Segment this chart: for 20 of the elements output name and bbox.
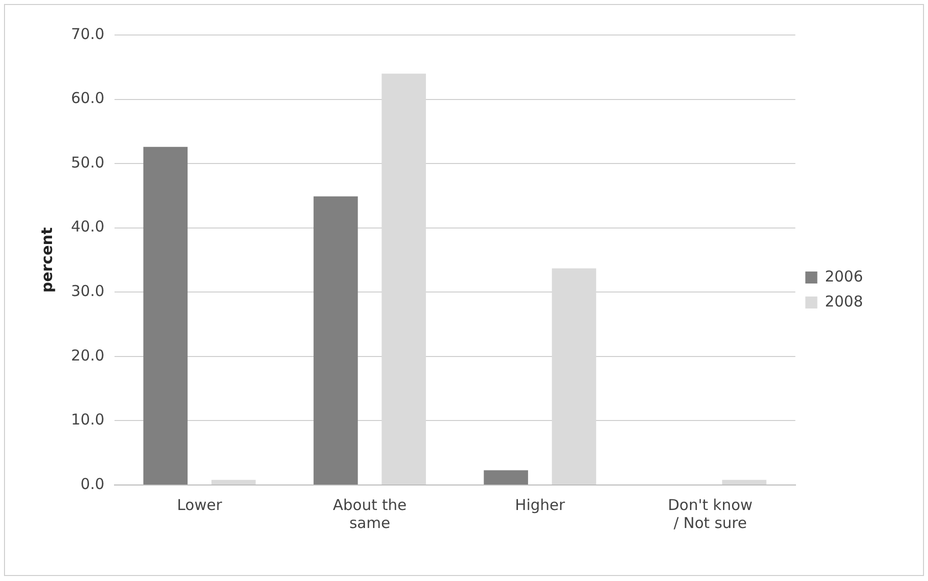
legend-label: 2008	[824, 292, 864, 310]
y-tick-label: 10.0	[70, 410, 104, 429]
y-tick-label: 50.0	[70, 153, 104, 172]
bar	[722, 480, 766, 484]
legend-label: 2006	[824, 267, 864, 286]
y-tick-label: 60.0	[70, 89, 104, 108]
y-axis-title: percent	[38, 227, 56, 293]
y-tick-label: 20.0	[70, 346, 104, 364]
x-tick-label: Don't know / Not sure	[668, 496, 753, 532]
y-tick-label: 40.0	[70, 218, 104, 236]
bar	[211, 480, 256, 484]
bar	[143, 146, 188, 484]
x-tick-label: Higher	[515, 496, 566, 514]
bar	[314, 196, 358, 484]
y-tick-label: 70.0	[70, 24, 104, 43]
x-tick-label: Lower	[177, 496, 223, 514]
y-tick-label: 0.0	[80, 474, 104, 493]
bar	[484, 470, 528, 484]
y-tick-label: 30.0	[70, 282, 104, 300]
x-tick-label: About the same	[332, 496, 407, 532]
